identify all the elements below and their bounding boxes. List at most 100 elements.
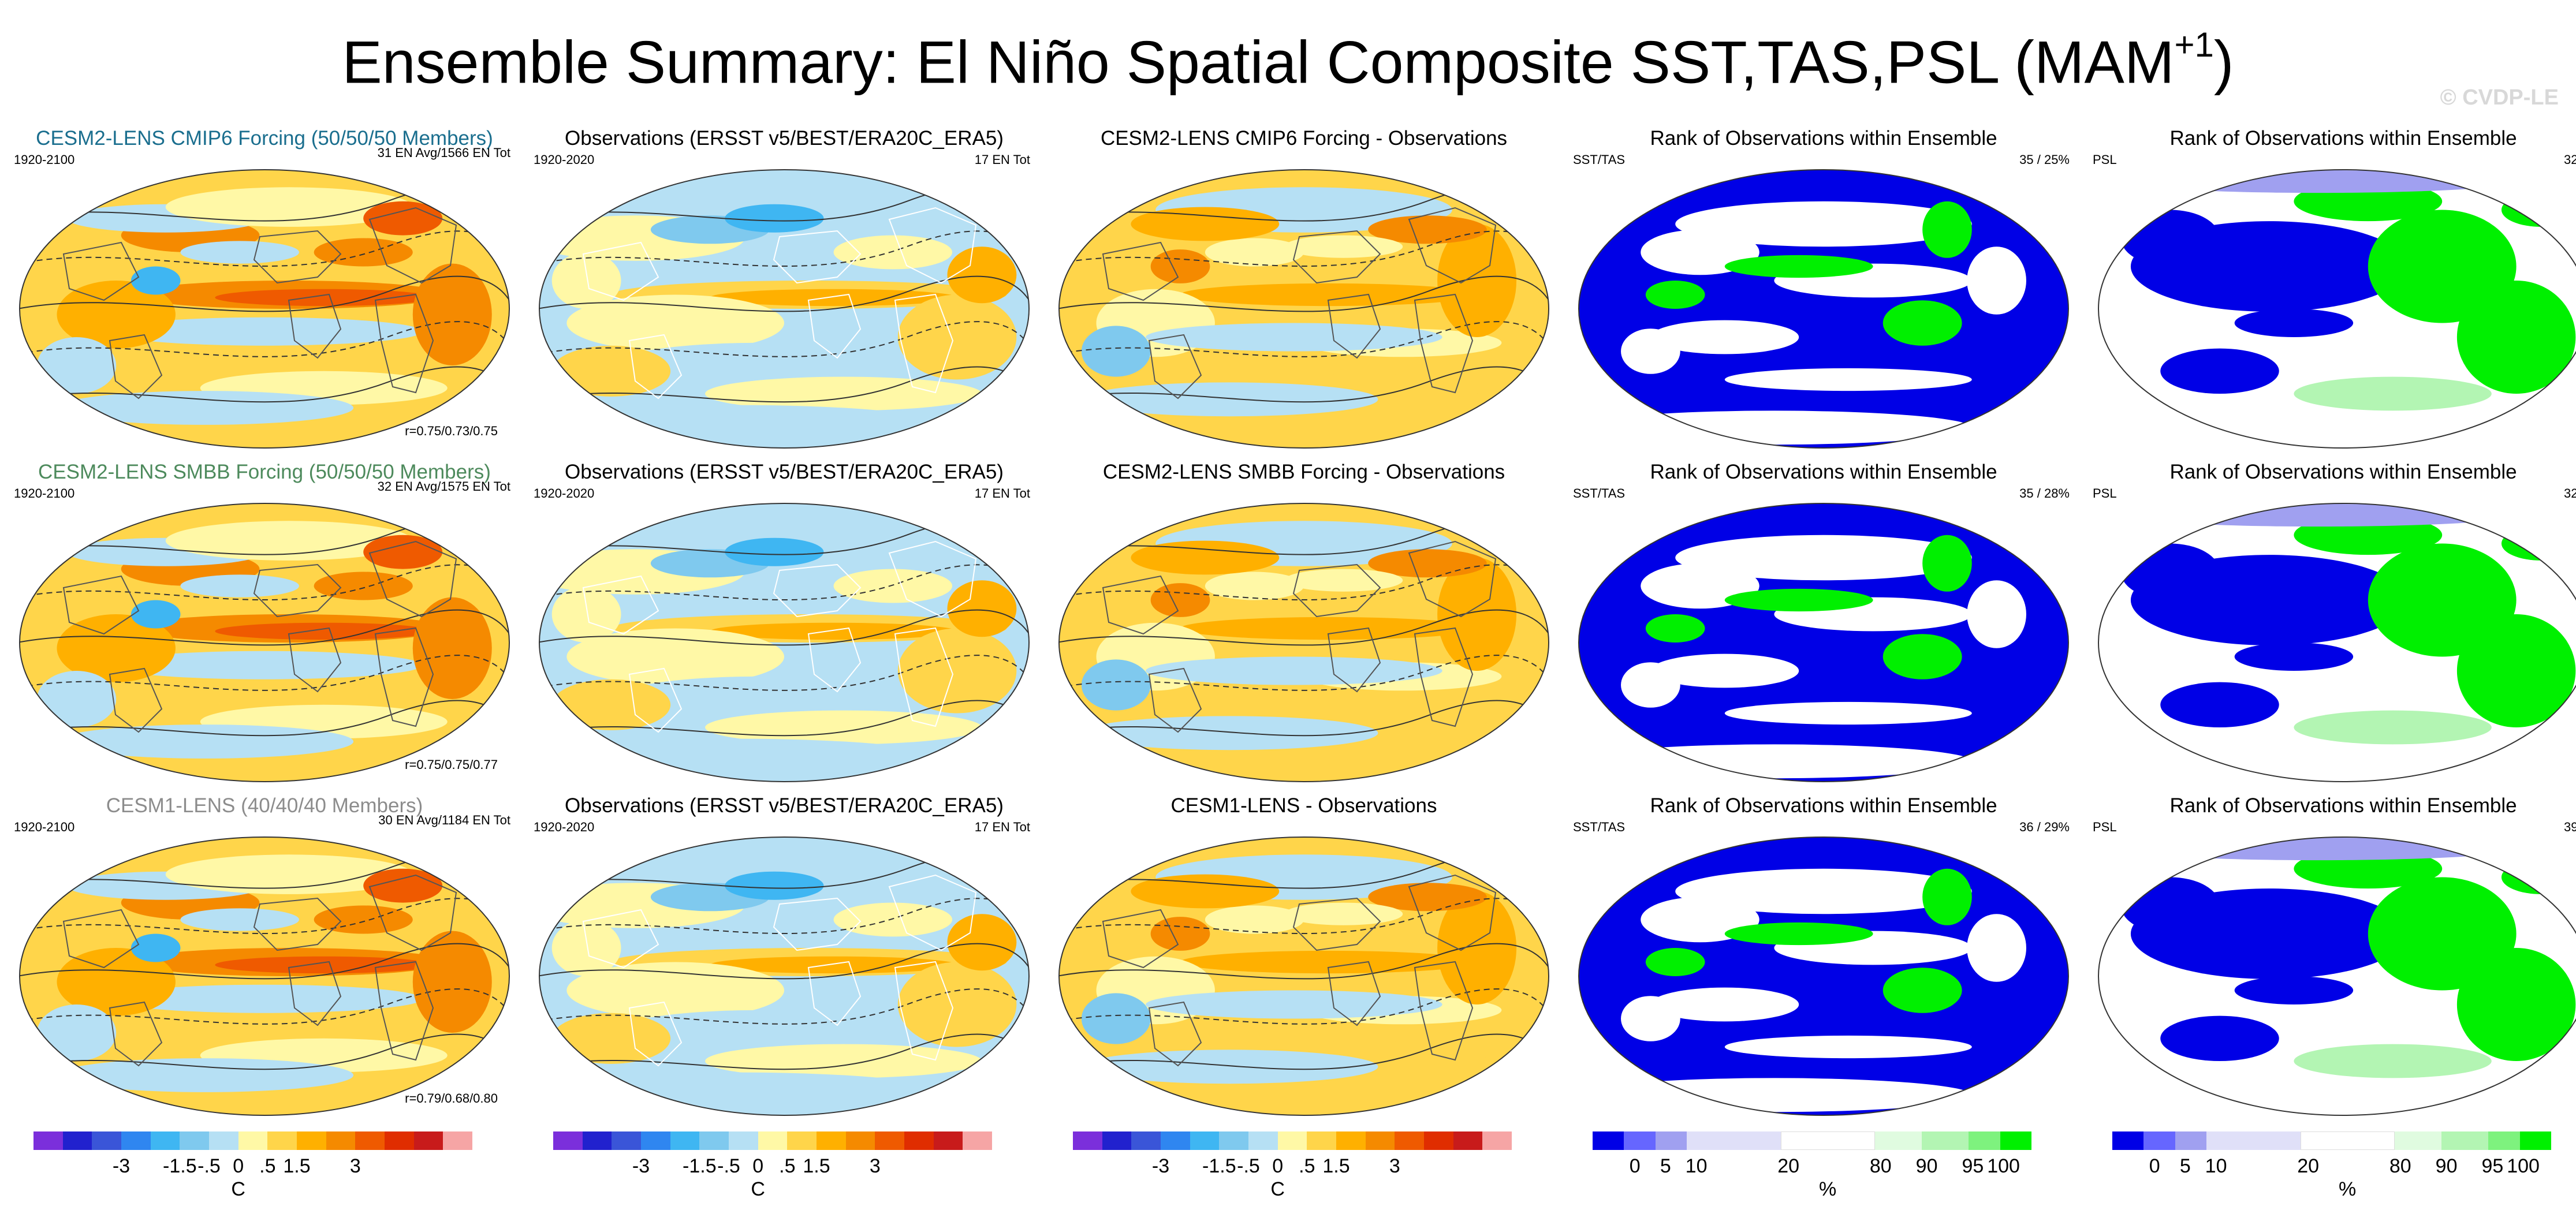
colorbar-segment (385, 1131, 415, 1150)
coastline (368, 540, 457, 618)
anomaly-region (897, 962, 1017, 1047)
colorbar-tick-label: 3 (349, 1155, 361, 1177)
colorbar-tick-label: 5 (2179, 1155, 2191, 1177)
coastline (628, 1001, 683, 1067)
coastline (1414, 293, 1474, 394)
anomaly-region (1131, 874, 1280, 909)
coastline (1408, 540, 1497, 618)
coastline (1292, 563, 1381, 618)
anomaly-region (1284, 569, 1403, 592)
map-plot (1578, 836, 2069, 1116)
colorbar-tick-label: -3 (632, 1155, 650, 1177)
anomaly-region (551, 920, 621, 976)
colorbar-segment (758, 1131, 788, 1150)
coastline (894, 627, 954, 727)
anomaly-region (215, 289, 433, 307)
rank-colorbar: 0 5 10 20 80 90 95 100% (2112, 1131, 2552, 1207)
map-frame (19, 836, 510, 1116)
rank-percent-label: 32% (2563, 486, 2576, 501)
map-plot (1578, 503, 2069, 782)
map-frame (2098, 169, 2576, 449)
colorbar-tick-label: 95 (2481, 1155, 2504, 1177)
anomaly-region (947, 914, 1017, 971)
colorbar-segment (1307, 1131, 1337, 1150)
colorbar-segment (2519, 1131, 2552, 1150)
coastline (807, 961, 862, 1026)
rank-region (2294, 1044, 2492, 1078)
map-plot (2098, 503, 2576, 782)
event-count-label: 32 EN Avg/1575 EN Tot (377, 479, 510, 494)
colorbar-segment (2394, 1131, 2442, 1150)
anomaly-region (363, 201, 443, 236)
psl-contour (1059, 609, 1549, 646)
panel-rank-psl-row3: Rank of Observations within Ensemble PSL 3… (2089, 794, 2576, 1118)
colorbar-tick-label: -3 (112, 1155, 131, 1177)
colorbar-segment (553, 1131, 583, 1150)
panel-title: Observations (ERSST v5/BEST/ERA20C_ERA5) (565, 461, 1004, 483)
colorbar-tick-label: .5 (1299, 1155, 1315, 1177)
coastline (1148, 667, 1202, 733)
anomaly-region (1284, 902, 1403, 925)
rank-region (1724, 701, 1972, 725)
coastline (1102, 575, 1179, 635)
colorbar-segment (699, 1131, 729, 1150)
colorbar-tick-label: 20 (2297, 1155, 2320, 1177)
panel-title: CESM2-LENS CMIP6 Forcing (50/50/50 Membe… (36, 127, 493, 150)
anomaly-region (57, 1058, 354, 1092)
rank-region (1579, 410, 1972, 445)
coastline (628, 334, 683, 399)
map-frame (1058, 169, 1549, 449)
colorbar-segment (1365, 1131, 1395, 1150)
rank-percent-label: 36 / 29% (2019, 820, 2070, 834)
rank-region (1882, 968, 1962, 1013)
rank-region (1724, 922, 1873, 946)
colorbar-tick-label: 100 (1987, 1155, 2020, 1177)
anomaly-region (1131, 540, 1280, 575)
anomaly-region (37, 1004, 117, 1061)
colorbar-segment (1161, 1131, 1191, 1150)
colorbar-tick-label: -.5 (717, 1155, 740, 1177)
anomaly-region (131, 600, 181, 629)
colorbar-segment (1874, 1131, 1922, 1150)
rank-region (2120, 877, 2220, 934)
period-label: 1920-2020 (534, 486, 595, 501)
colorbar-tick-label: -.5 (197, 1155, 221, 1177)
psl-contour (539, 275, 1029, 312)
anomaly-colorbar: -3 -1.5 -.5 0 .5 1.5 3 C (33, 1131, 473, 1207)
colorbar-segment (2206, 1131, 2301, 1150)
colorbar-segment (641, 1131, 671, 1150)
anomaly-region (1205, 238, 1304, 267)
map-frame (539, 169, 1030, 449)
rank-percent-label: 35 / 28% (2019, 486, 2070, 501)
coastline (368, 874, 457, 951)
rank-region (2456, 281, 2576, 394)
anomaly-region (1081, 716, 1378, 750)
colorbar-tick-label: 3 (869, 1155, 881, 1177)
variable-label: PSL (2093, 820, 2117, 834)
anomaly-region (1131, 207, 1280, 241)
period-label: 1920-2100 (14, 820, 75, 834)
psl-contour (539, 321, 1029, 357)
anomaly-region (1437, 558, 1517, 671)
rank-region (1645, 614, 1705, 643)
panel-rank-psl-row1: Rank of Observations within Ensemble PSL 3… (2089, 127, 2576, 450)
coastline (888, 874, 977, 951)
anomaly-region (551, 1013, 671, 1064)
colorbar-segment (1686, 1131, 1781, 1150)
colorbar-segment (238, 1131, 268, 1150)
anomaly-region (551, 679, 671, 730)
colorbar-segment (904, 1131, 934, 1150)
anomaly-region (833, 569, 953, 603)
map-plot (539, 503, 1030, 782)
map-frame (1578, 169, 2069, 449)
rank-region (2160, 1015, 2279, 1061)
anomaly-region (1146, 656, 1442, 685)
panel-title: Observations (ERSST v5/BEST/ERA20C_ERA5) (565, 794, 1004, 817)
rank-region (1621, 328, 1680, 374)
panel-title: Rank of Observations within Ensemble (2169, 461, 2517, 483)
anomaly-region (314, 238, 413, 267)
colorbar-tick-label: 0 (2149, 1155, 2160, 1177)
colorbar-segment (180, 1131, 210, 1150)
coastline (1408, 874, 1497, 951)
anomaly-region (131, 266, 181, 295)
